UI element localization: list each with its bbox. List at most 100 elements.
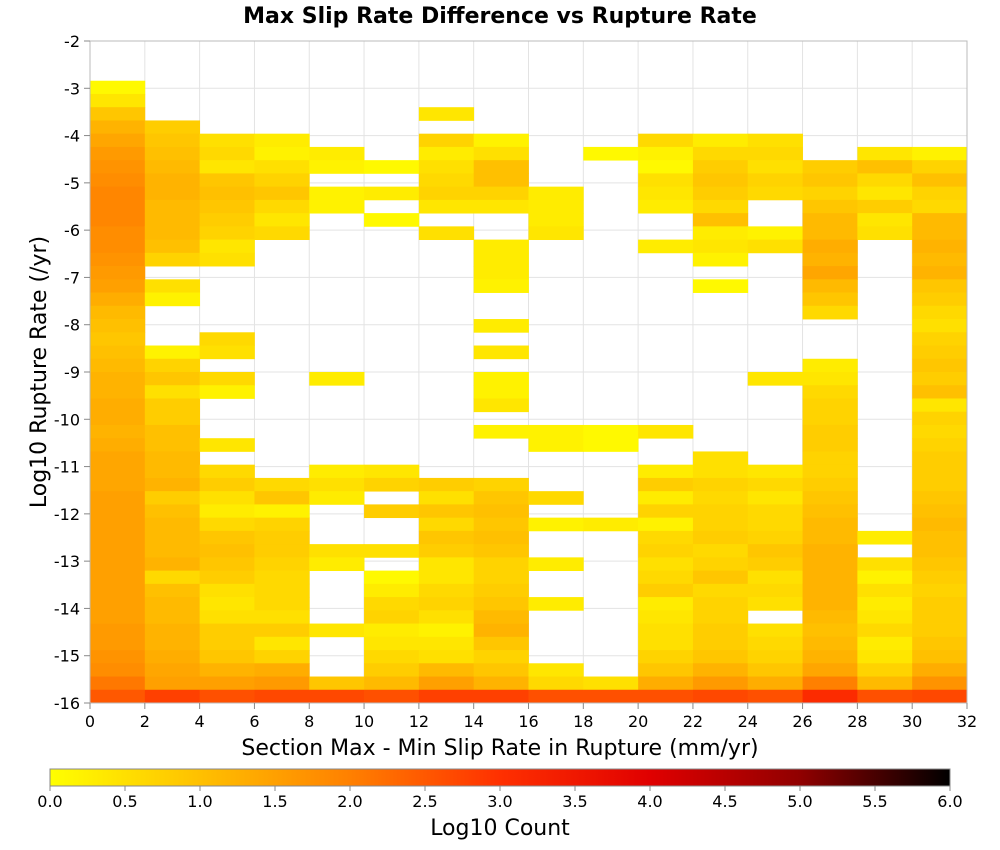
- heatmap-cell: [309, 199, 365, 214]
- heatmap-cell: [199, 173, 255, 188]
- heatmap-cell: [144, 186, 201, 201]
- heatmap-cell: [692, 504, 749, 519]
- heatmap-cell: [912, 597, 968, 611]
- heatmap-cell: [857, 636, 913, 651]
- heatmap-cell: [747, 597, 803, 611]
- heatmap-cell: [747, 226, 803, 240]
- heatmap-cell: [254, 689, 310, 704]
- heatmap-cell: [473, 385, 529, 399]
- heatmap-cell: [473, 266, 529, 280]
- heatmap-cell: [473, 186, 529, 201]
- heatmap-cell: [90, 504, 146, 519]
- heatmap-cell: [528, 491, 584, 505]
- heatmap-cell: [912, 583, 968, 598]
- heatmap-cell: [638, 477, 694, 492]
- heatmap-cell: [638, 173, 694, 188]
- heatmap-cell: [364, 676, 420, 691]
- heatmap-cell: [802, 530, 858, 545]
- heatmap-cell: [857, 676, 913, 691]
- heatmap-cell: [638, 239, 694, 254]
- heatmap-cell: [199, 504, 255, 519]
- heatmap-cell: [254, 491, 310, 505]
- heatmap-cell: [364, 570, 420, 585]
- heatmap-cell: [364, 213, 420, 227]
- heatmap-cell: [912, 663, 968, 677]
- heatmap-cell: [473, 133, 529, 148]
- heatmap-cell: [638, 491, 694, 505]
- heatmap-cell: [90, 438, 146, 452]
- heatmap-cell: [802, 597, 858, 611]
- heatmap-cell: [802, 411, 858, 426]
- heatmap-cell: [638, 464, 694, 479]
- heatmap-cell: [912, 199, 968, 214]
- heatmap-cell: [418, 491, 475, 505]
- heatmap-cell: [747, 146, 803, 161]
- heatmap-cell: [418, 623, 475, 638]
- heatmap-cell: [90, 385, 146, 399]
- heatmap-cell: [747, 491, 803, 505]
- heatmap-cell: [912, 517, 968, 532]
- heatmap-cell: [473, 424, 529, 439]
- heatmap-cell: [199, 146, 255, 161]
- y-tick-label: -8: [64, 316, 80, 335]
- heatmap-cell: [364, 636, 420, 651]
- heatmap-cell: [692, 133, 749, 148]
- heatmap-cell: [90, 623, 146, 638]
- heatmap-cell: [144, 610, 201, 624]
- colorbar-tick-label: 5.0: [787, 792, 812, 811]
- heatmap-cell: [912, 491, 968, 505]
- heatmap-cell: [473, 146, 529, 161]
- heatmap-cell: [802, 438, 858, 452]
- heatmap-cell: [418, 160, 475, 174]
- heatmap-cell: [90, 583, 146, 598]
- heatmap-cell: [638, 597, 694, 611]
- heatmap-cell: [747, 133, 803, 148]
- heatmap-cell: [747, 544, 803, 558]
- heatmap-cell: [418, 504, 475, 519]
- heatmap-cell: [473, 279, 529, 293]
- heatmap-cell: [912, 504, 968, 519]
- heatmap-cell: [144, 411, 201, 426]
- heatmap-cell: [638, 610, 694, 624]
- heatmap-cell: [857, 597, 913, 611]
- heatmap-cell: [254, 623, 310, 638]
- heatmap-cell: [90, 319, 146, 333]
- heatmap-cell: [144, 663, 201, 677]
- colorbar-tick-label: 3.5: [562, 792, 587, 811]
- heatmap-cell: [747, 663, 803, 677]
- heatmap-cell: [692, 451, 749, 466]
- heatmap-cell: [199, 133, 255, 148]
- heatmap-cell: [90, 517, 146, 532]
- heatmap-cell: [90, 146, 146, 161]
- x-tick-label: 18: [573, 712, 593, 731]
- heatmap-cell: [144, 583, 201, 598]
- heatmap-cell: [912, 570, 968, 585]
- heatmap-cell: [912, 464, 968, 479]
- y-tick-label: -3: [64, 79, 80, 98]
- heatmap-cell: [144, 199, 201, 214]
- heatmap-cell: [418, 570, 475, 585]
- colorbar-tick-label: 4.5: [712, 792, 737, 811]
- heatmap-cell: [912, 544, 968, 558]
- heatmap-cells: [90, 80, 968, 704]
- heatmap-cell: [199, 464, 255, 479]
- heatmap-cell: [473, 398, 529, 413]
- heatmap-cell: [473, 319, 529, 333]
- heatmap-cell: [857, 146, 913, 161]
- heatmap-cell: [473, 663, 529, 677]
- heatmap-cell: [144, 570, 201, 585]
- heatmap-cell: [912, 372, 968, 386]
- y-tick-label: -6: [64, 221, 80, 240]
- heatmap-cell: [364, 623, 420, 638]
- heatmap-cell: [692, 610, 749, 624]
- heatmap-cell: [692, 199, 749, 214]
- heatmap-cell: [144, 530, 201, 545]
- y-axis-label: Log10 Rupture Rate (/yr): [27, 236, 52, 508]
- heatmap-cell: [199, 239, 255, 254]
- heatmap-cell: [912, 305, 968, 320]
- heatmap-cell: [144, 517, 201, 532]
- heatmap-cell: [912, 292, 968, 307]
- heatmap-cell: [199, 650, 255, 664]
- heatmap-cell: [364, 544, 420, 558]
- colorbar: [49, 768, 951, 787]
